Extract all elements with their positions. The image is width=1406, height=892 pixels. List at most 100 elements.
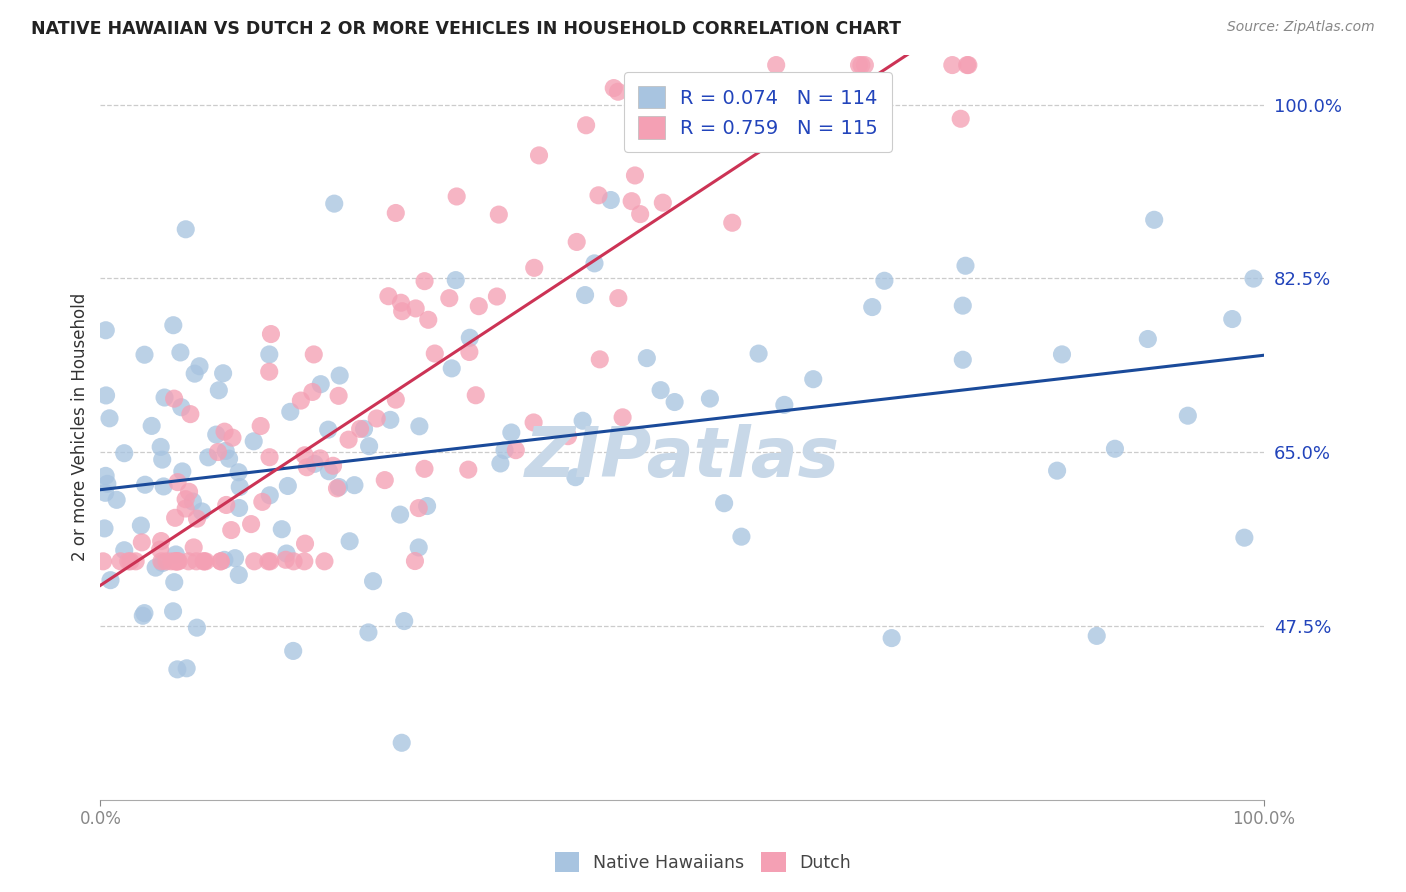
- Point: [162, 318, 184, 333]
- Point: [810, 112, 832, 126]
- Point: [860, 300, 883, 314]
- Point: [1177, 409, 1199, 423]
- Legend: R = 0.074   N = 114, R = 0.759   N = 115: R = 0.074 N = 114, R = 0.759 N = 115: [624, 72, 891, 153]
- Point: [166, 662, 188, 676]
- Point: [322, 458, 344, 473]
- Point: [98, 411, 121, 425]
- Point: [132, 608, 155, 623]
- Point: [186, 554, 208, 568]
- Point: [385, 392, 408, 407]
- Point: [440, 361, 463, 376]
- Point: [134, 348, 156, 362]
- Point: [174, 222, 197, 236]
- Point: [880, 631, 903, 645]
- Point: [571, 414, 593, 428]
- Point: [110, 554, 132, 568]
- Point: [851, 58, 873, 72]
- Point: [589, 352, 612, 367]
- Point: [145, 560, 167, 574]
- Point: [224, 551, 246, 566]
- Point: [389, 508, 412, 522]
- Point: [301, 384, 323, 399]
- Point: [209, 554, 232, 568]
- Point: [170, 401, 193, 415]
- Point: [494, 443, 516, 458]
- Point: [134, 477, 156, 491]
- Point: [160, 554, 183, 568]
- Point: [952, 299, 974, 313]
- Point: [337, 433, 360, 447]
- Point: [488, 208, 510, 222]
- Point: [848, 58, 870, 72]
- Point: [628, 207, 651, 221]
- Point: [165, 511, 187, 525]
- Point: [257, 554, 280, 568]
- Point: [240, 517, 263, 532]
- Point: [166, 475, 188, 489]
- Point: [259, 347, 281, 361]
- Point: [468, 299, 491, 313]
- Point: [259, 450, 281, 465]
- Point: [389, 295, 412, 310]
- Point: [120, 554, 142, 568]
- Point: [1220, 312, 1243, 326]
- Point: [183, 541, 205, 555]
- Point: [1143, 212, 1166, 227]
- Point: [439, 291, 461, 305]
- Point: [830, 90, 852, 104]
- Point: [152, 556, 174, 570]
- Point: [295, 460, 318, 475]
- Point: [329, 368, 352, 383]
- Point: [1233, 531, 1256, 545]
- Point: [91, 554, 114, 568]
- Point: [603, 81, 626, 95]
- Point: [695, 121, 717, 136]
- Point: [93, 521, 115, 535]
- Y-axis label: 2 or more Vehicles in Household: 2 or more Vehicles in Household: [72, 293, 89, 561]
- Point: [599, 193, 621, 207]
- Point: [278, 405, 301, 419]
- Point: [209, 554, 232, 568]
- Point: [194, 554, 217, 568]
- Point: [276, 547, 298, 561]
- Point: [384, 206, 406, 220]
- Point: [186, 511, 208, 525]
- Point: [458, 345, 481, 359]
- Point: [489, 457, 512, 471]
- Point: [149, 440, 172, 454]
- Point: [651, 195, 673, 210]
- Point: [283, 644, 305, 658]
- Point: [191, 504, 214, 518]
- Point: [873, 274, 896, 288]
- Point: [952, 352, 974, 367]
- Point: [304, 457, 326, 471]
- Point: [162, 604, 184, 618]
- Point: [323, 196, 346, 211]
- Point: [214, 553, 236, 567]
- Point: [197, 450, 219, 465]
- Point: [100, 573, 122, 587]
- Point: [588, 188, 610, 202]
- Point: [607, 291, 630, 305]
- Point: [94, 468, 117, 483]
- Point: [183, 367, 205, 381]
- Point: [374, 473, 396, 487]
- Point: [505, 443, 527, 458]
- Point: [564, 470, 586, 484]
- Point: [713, 496, 735, 510]
- Point: [575, 118, 598, 132]
- Point: [1136, 332, 1159, 346]
- Point: [270, 522, 292, 536]
- Point: [167, 554, 190, 568]
- Point: [366, 411, 388, 425]
- Point: [215, 444, 238, 458]
- Point: [134, 606, 156, 620]
- Point: [721, 216, 744, 230]
- Point: [765, 58, 787, 72]
- Point: [523, 260, 546, 275]
- Point: [1104, 442, 1126, 456]
- Point: [221, 431, 243, 445]
- Point: [418, 313, 440, 327]
- Point: [228, 465, 250, 479]
- Point: [413, 462, 436, 476]
